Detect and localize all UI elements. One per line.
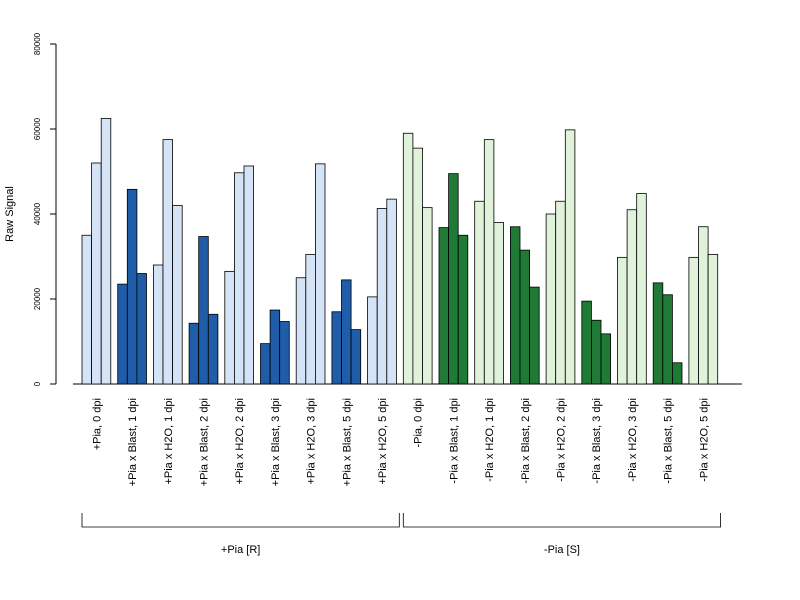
bar (402, 132, 414, 385)
bar (438, 227, 450, 385)
bar (117, 283, 128, 385)
bar (386, 198, 397, 385)
y-axis-label: Raw Signal (4, 186, 16, 242)
x-tick-label: -Pia x Blast, 1 dpi (448, 398, 460, 484)
x-tick-label: -Pia x H2O, 2 dpi (556, 398, 568, 482)
x-tick-label: -Pia x Blast, 2 dpi (520, 398, 532, 484)
x-tick-label: +Pia x Blast, 3 dpi (270, 398, 282, 486)
bar (295, 277, 307, 385)
bar (672, 362, 683, 385)
group-label: -Pia [S] (544, 544, 580, 556)
x-tick-label: +Pia x Blast, 1 dpi (127, 398, 139, 486)
bar (564, 129, 576, 385)
bar (707, 253, 719, 385)
x-tick-label: +Pia x H2O, 1 dpi (163, 398, 175, 485)
bar (483, 139, 495, 385)
y-tick-label: 40000 (33, 202, 42, 225)
bar (529, 286, 540, 385)
bar (617, 256, 628, 385)
x-tick-label: +Pia x H2O, 2 dpi (234, 398, 246, 485)
bar (207, 313, 219, 385)
bar (448, 173, 459, 385)
bar (367, 296, 378, 385)
x-tick-label: -Pia x H2O, 3 dpi (627, 398, 639, 482)
bar (457, 234, 469, 385)
bar (233, 172, 245, 385)
y-tick-label: 80000 (33, 32, 42, 55)
x-tick-label: +Pia x H2O, 3 dpi (306, 398, 318, 485)
bar (305, 253, 316, 385)
bar (126, 188, 138, 385)
bar (422, 207, 433, 385)
y-tick-label: 20000 (33, 287, 42, 310)
x-tick-label: -Pia x H2O, 5 dpi (698, 398, 710, 482)
group-brackets: +Pia [R] -Pia [S] (81, 513, 721, 556)
bar (91, 162, 102, 385)
bar (376, 208, 388, 385)
bar (652, 282, 664, 385)
bar (636, 193, 647, 385)
x-tick-label: -Pia, 0 dpi (413, 398, 425, 448)
bar (662, 294, 673, 385)
group-bracket (402, 513, 721, 528)
bar (545, 213, 557, 385)
bar (198, 236, 209, 385)
x-tick-label: -Pia x Blast, 3 dpi (591, 398, 603, 484)
x-tick-label: +Pia x Blast, 5 dpi (341, 398, 353, 486)
bar (688, 256, 699, 385)
x-tick-label: -Pia x H2O, 1 dpi (484, 398, 496, 482)
bar (260, 343, 271, 385)
bar (172, 205, 183, 385)
bar (188, 322, 200, 385)
bar (314, 163, 326, 385)
bars (81, 117, 719, 385)
bar (509, 226, 521, 385)
bar (600, 333, 612, 385)
bar (555, 200, 566, 385)
bar (279, 321, 290, 385)
x-tick-labels: +Pia, 0 dpi +Pia x Blast, 1 dpi +Pia x H2O… (91, 398, 710, 486)
bar (350, 329, 362, 385)
x-tick-label: +Pia, 0 dpi (91, 398, 103, 450)
group-label: +Pia [R] (221, 544, 260, 556)
x-tick-label: +Pia x H2O, 5 dpi (377, 398, 389, 485)
bar (152, 264, 164, 385)
y-axis: 0 20000 40000 60000 80000 (33, 32, 57, 386)
group-bracket (81, 513, 400, 528)
y-tick-label: 60000 (33, 117, 42, 140)
bar (341, 279, 352, 385)
bar (243, 165, 255, 385)
bar (162, 139, 174, 385)
bar (626, 209, 638, 385)
bar (581, 300, 592, 385)
bar (412, 147, 423, 385)
bar (493, 222, 504, 385)
bar (136, 273, 147, 385)
bar (698, 226, 709, 385)
bar (224, 270, 235, 385)
bar (519, 249, 531, 385)
bar (474, 200, 485, 385)
x-tick-label: +Pia x Blast, 2 dpi (199, 398, 211, 486)
x-tick-label: -Pia x Blast, 5 dpi (663, 398, 675, 484)
bar (100, 117, 112, 385)
bar (591, 319, 602, 385)
bar (81, 234, 93, 385)
bar (269, 309, 281, 385)
y-tick-label: 0 (33, 381, 42, 386)
bar (331, 311, 342, 385)
